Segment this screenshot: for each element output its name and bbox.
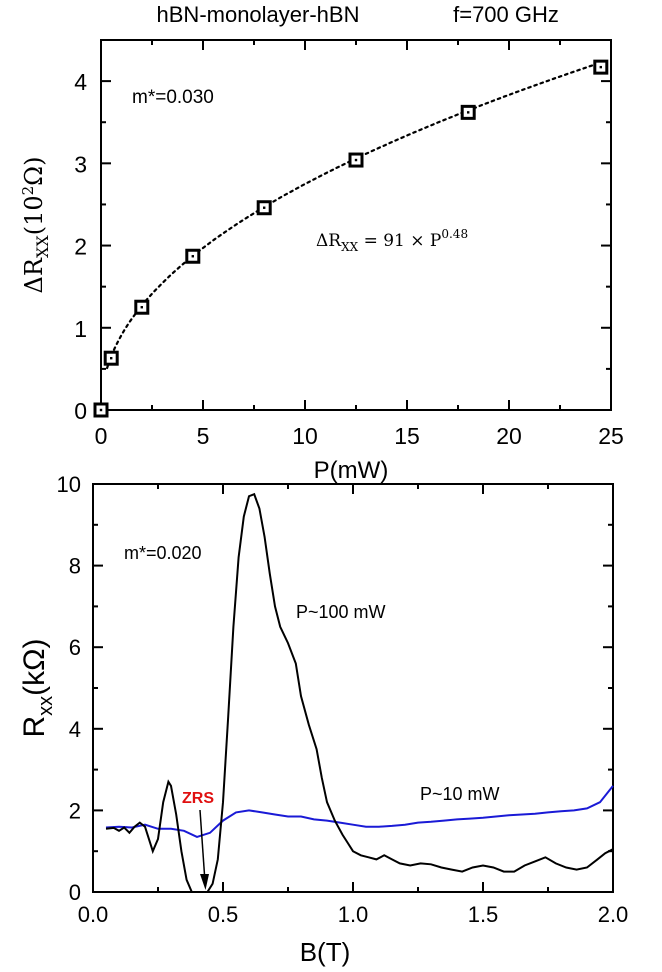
- data-point: [348, 152, 364, 168]
- data-point-center: [110, 357, 113, 360]
- top-xlabel: P(mW): [314, 457, 389, 484]
- top-ytick-label: 4: [74, 69, 87, 95]
- bottom-ytick-label: 4: [69, 717, 81, 742]
- series-line-100mw: [105, 492, 614, 893]
- top-ytick-label: 3: [74, 151, 87, 177]
- fit-label-sub: XX: [341, 240, 359, 254]
- bottom-xtick-label: 0.0: [78, 902, 109, 927]
- data-point-center: [599, 65, 602, 69]
- bottom-panel: 0.0 0.5 1.0 1.5 2.0 0 2 4 6 8 10 m*=0.020 P~100 mW…: [18, 472, 628, 967]
- bottom-ytick-label: 8: [69, 554, 81, 579]
- bottom-xtick-label: 0.5: [208, 902, 239, 927]
- top-points: [93, 59, 609, 418]
- series-label-10mw: P~10 mW: [420, 784, 500, 804]
- bottom-xtick-label: 2.0: [598, 902, 629, 927]
- data-point-center: [99, 408, 103, 412]
- series-label-100mw: P~100 mW: [296, 602, 386, 622]
- top-xtick-label: 5: [197, 423, 210, 449]
- bottom-ticks: 0.0 0.5 1.0 1.5 2.0 0 2 4 6 8 10: [57, 472, 629, 927]
- zrs-arrow-head: [200, 874, 209, 890]
- top-xtick-label: 20: [496, 423, 522, 449]
- data-point: [93, 402, 109, 418]
- zrs-arrow-line: [199, 809, 206, 883]
- data-point-center: [191, 255, 194, 258]
- bottom-xtick-label: 1.5: [468, 902, 499, 927]
- top-ytick-label: 0: [74, 398, 87, 424]
- data-point: [593, 59, 609, 75]
- top-ticks: 0 5 10 15 20 25 0 1 2 3 4: [74, 39, 624, 449]
- data-point: [460, 104, 476, 120]
- svg-text:ΔRXX(102Ω): ΔRXX(102Ω): [19, 157, 52, 294]
- top-xtick-label: 15: [394, 423, 420, 449]
- top-panel: hBN-monolayer-hBN f=700 GHz 0 5 10 15 20 25 0 1…: [19, 2, 624, 484]
- bottom-xlabel: B(T): [300, 937, 351, 967]
- bottom-ylabel: Rxx(kΩ): [18, 638, 57, 737]
- bottom-mass-annotation: m*=0.020: [124, 543, 202, 563]
- zrs-label: ZRS: [182, 790, 214, 807]
- bottom-xtick-label: 1.0: [338, 902, 369, 927]
- data-point-center: [140, 306, 143, 309]
- top-fit-label: ΔRXX = 91 × P0.48: [316, 227, 468, 254]
- data-point-center: [263, 206, 266, 209]
- fit-label-lhs: ΔR: [316, 231, 342, 251]
- top-ytick-label: 1: [74, 316, 87, 342]
- top-xtick-label: 25: [598, 423, 624, 449]
- top-mass-annotation: m*=0.030: [132, 87, 214, 108]
- bottom-ytick-label: 2: [69, 798, 81, 823]
- data-point: [134, 299, 150, 315]
- series-line-10mw: [105, 785, 614, 838]
- fit-label-mid: = 91 × P: [358, 231, 441, 251]
- data-point: [103, 350, 119, 366]
- data-point-center: [467, 111, 470, 114]
- data-point: [185, 248, 201, 264]
- top-ytick-label: 2: [74, 234, 87, 260]
- data-point: [256, 200, 272, 216]
- top-xtick-label: 10: [292, 423, 318, 449]
- top-title-right: f=700 GHz: [453, 2, 559, 27]
- data-point-center: [354, 158, 358, 162]
- bottom-ytick-label: 10: [57, 472, 81, 497]
- bottom-ytick-label: 6: [69, 635, 81, 660]
- svg-text:Rxx(kΩ): Rxx(kΩ): [18, 638, 57, 737]
- top-ylabel: ΔRXX(102Ω): [19, 157, 52, 294]
- top-xtick-label: 0: [95, 423, 108, 449]
- fit-label-sup: 0.48: [441, 227, 468, 241]
- top-title-left: hBN-monolayer-hBN: [157, 2, 360, 27]
- bottom-ytick-label: 0: [69, 880, 81, 905]
